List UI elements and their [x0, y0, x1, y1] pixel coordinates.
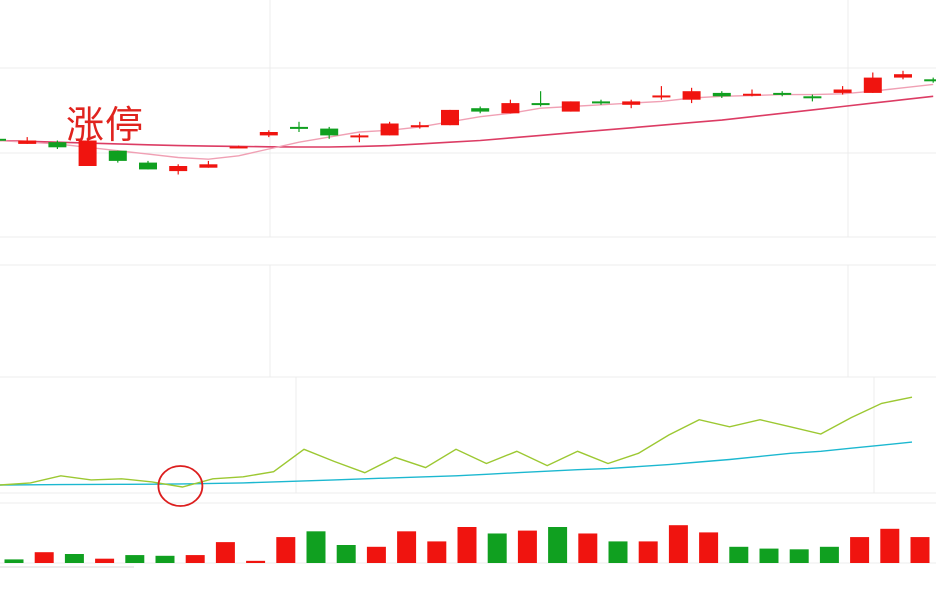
volume-bar: [4, 559, 24, 563]
candle-body: [108, 150, 127, 161]
volume-bar: [95, 558, 115, 563]
volume-bar: [487, 533, 507, 563]
volume-bar: [850, 537, 870, 563]
candle-body: [652, 95, 671, 98]
candle-body: [773, 92, 792, 95]
volume-bar: [608, 541, 628, 563]
candle-body: [441, 109, 459, 126]
volume-bar: [517, 530, 537, 563]
volume-bar: [306, 531, 326, 563]
indicator-fast-line: [0, 396, 913, 488]
volume-bar: [64, 554, 84, 563]
candle-body: [0, 138, 6, 141]
ma-long-line: [0, 95, 934, 148]
volume-bar: [759, 548, 779, 563]
candle-body: [894, 74, 912, 78]
volume-bar: [789, 549, 809, 563]
volume-bar: [638, 541, 658, 563]
candle-body: [561, 101, 580, 112]
volume-bar: [34, 552, 54, 563]
candle-body: [833, 89, 852, 93]
volume-bar: [729, 546, 749, 563]
volume-bar: [125, 555, 145, 563]
candle-body: [924, 79, 936, 82]
volume-bar: [578, 533, 598, 563]
candle-body: [743, 93, 761, 96]
volume-bar: [548, 527, 568, 563]
candle-body: [682, 91, 701, 100]
volume-bar: [215, 542, 235, 563]
candle-body: [622, 101, 641, 105]
volume-bar: [457, 527, 477, 563]
candle-body: [229, 146, 248, 149]
candle-body: [18, 140, 37, 144]
volume-bar: [336, 545, 356, 563]
candle-body: [199, 164, 218, 168]
indicator-slow-line: [0, 441, 913, 486]
candle-body: [350, 135, 369, 138]
volume-bar: [397, 531, 417, 563]
candle-body: [380, 123, 399, 136]
crossover-marker-circle: [157, 465, 204, 507]
candle-body: [803, 96, 822, 99]
candle-body: [592, 101, 610, 104]
volume-bar: [366, 546, 386, 563]
volume-bar: [185, 555, 205, 563]
candle-body: [320, 128, 339, 136]
candle-body: [410, 125, 429, 128]
candle-body: [471, 108, 490, 112]
candle-body: [863, 77, 882, 93]
volume-bar: [880, 528, 900, 563]
volume-bar: [668, 525, 688, 563]
volume-bar: [155, 555, 175, 563]
candle-body: [531, 103, 550, 106]
candle-body: [48, 142, 67, 148]
candle-body: [712, 92, 731, 97]
limit-up-annotation: 涨停: [66, 103, 145, 147]
candle-body: [78, 140, 97, 166]
volume-bar: [246, 560, 266, 563]
volume-bar: [819, 546, 839, 563]
candle-body: [290, 126, 308, 129]
candle-body: [259, 132, 278, 136]
volume-bar: [910, 537, 930, 563]
volume-bar: [276, 537, 296, 563]
candle-body: [501, 103, 520, 114]
volume-bar: [427, 541, 447, 563]
candle-body: [169, 166, 188, 172]
volume-bar: [699, 532, 719, 563]
candle-body: [139, 162, 157, 170]
